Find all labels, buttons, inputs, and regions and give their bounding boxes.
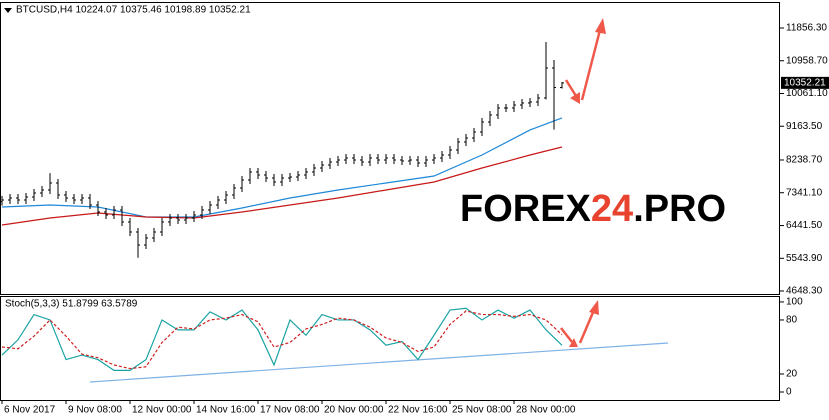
watermark-part: .PRO	[633, 188, 726, 230]
y-tick-label: 10061.10	[786, 88, 828, 99]
indicator-line	[1, 310, 563, 370]
y-tick-label: 80	[786, 315, 798, 326]
indicator-line	[1, 307, 563, 371]
y-tick-label: 5543.90	[786, 253, 823, 264]
watermark-part: 24	[591, 188, 633, 230]
arrow-up	[578, 309, 596, 344]
arrow-down	[560, 327, 573, 343]
stoch-frame	[0, 296, 780, 401]
menu-triangle	[4, 8, 12, 13]
last-price-label: 10352.21	[784, 78, 826, 89]
arrow-down	[564, 79, 578, 97]
x-tick-label: 9 Nov 08:00	[68, 405, 122, 416]
y-tick-label: 8238.70	[786, 155, 823, 166]
trend-line	[89, 342, 669, 383]
y-tick-label: 9163.50	[786, 121, 823, 132]
x-tick-label: 22 Nov 16:00	[388, 405, 448, 416]
arrow-head	[589, 300, 599, 315]
x-tick-label: 14 Nov 16:00	[196, 405, 256, 416]
watermark-part: FOREX	[460, 188, 592, 230]
arrow-head	[570, 92, 580, 104]
x-tick-label: 25 Nov 08:00	[452, 405, 512, 416]
x-tick-label: 6 Nov 2017	[4, 405, 56, 416]
x-tick-label: 20 Nov 00:00	[324, 405, 384, 416]
y-tick-label: 11856.30	[786, 23, 827, 34]
main-frame	[0, 2, 780, 295]
arrow-head	[569, 338, 578, 347]
y-tick-label: 0	[786, 387, 792, 398]
watermark: FOREX24.PRO	[460, 188, 726, 230]
indicator-title: Stoch(5,3,3) 51.8799 63.5789	[5, 299, 138, 310]
arrow-up	[580, 29, 602, 101]
chart-title: BTCUSD,H4 10224.07 10375.46 10198.89 103…	[16, 5, 251, 16]
x-tick-label: 17 Nov 08:00	[260, 405, 320, 416]
y-tick-label: 4648.30	[786, 286, 823, 297]
x-tick-label: 28 Nov 00:00	[516, 405, 576, 416]
y-tick-label: 7341.10	[786, 187, 823, 198]
forecast-arrows	[560, 18, 606, 347]
arrow-head	[595, 18, 606, 34]
last-price-box	[781, 76, 829, 89]
y-tick-label: 100	[786, 297, 803, 308]
y-tick-label: 20	[786, 369, 798, 380]
y-tick-label: 6441.50	[786, 220, 823, 231]
x-tick-label: 12 Nov 00:00	[132, 405, 192, 416]
y-tick-label: 10958.70	[786, 55, 828, 66]
